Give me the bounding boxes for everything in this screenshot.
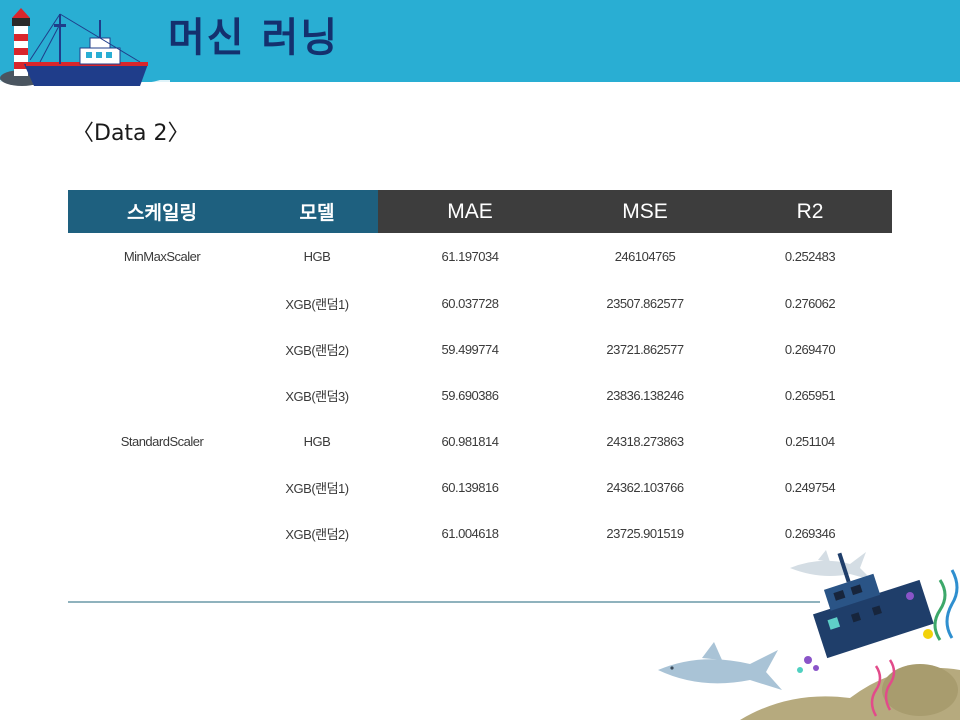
table-row: XGB(랜덤2) 59.499774 23721.862577 0.269470 <box>68 326 892 372</box>
cell-model: XGB(랜덤1) <box>285 296 349 312</box>
cell-r2: 0.269346 <box>784 525 836 541</box>
table-row: XGB(랜덤2) 61.004618 23725.901519 0.269346 <box>68 510 892 556</box>
table-row: XGB(랜덤1) 60.139816 24362.103766 0.249754 <box>68 464 892 510</box>
column-header-mse: MSE <box>562 190 728 233</box>
cell-mse: 246104765 <box>614 249 676 264</box>
cell-scaler <box>68 372 256 418</box>
cell-mse: 24318.273863 <box>606 433 684 449</box>
cell-mse: 23721.862577 <box>606 341 684 357</box>
bottom-divider <box>68 601 820 603</box>
cell-scaler: MinMaxScaler <box>123 249 201 264</box>
cell-mse: 23507.862577 <box>606 295 684 311</box>
page-title: 머신 러닝 <box>168 15 340 61</box>
column-header-mae: MAE <box>378 190 562 233</box>
table-row: XGB(랜덤1) 60.037728 23507.862577 0.276062 <box>68 280 892 326</box>
cell-scaler <box>68 280 256 326</box>
table-header-row: 스케일링 모델 MAE MSE R2 <box>68 190 892 233</box>
cell-mae: 60.037728 <box>441 295 499 311</box>
cell-model: XGB(랜덤2) <box>285 526 349 542</box>
cell-mae: 61.197034 <box>441 249 499 264</box>
cell-r2: 0.251104 <box>785 433 835 449</box>
cell-mae: 60.981814 <box>441 433 499 449</box>
cell-mse: 24362.103766 <box>606 479 684 495</box>
cell-mae: 59.499774 <box>441 341 499 357</box>
header-bar <box>0 0 960 82</box>
cell-model: XGB(랜덤2) <box>285 342 349 358</box>
table-row: StandardScaler HGB 60.981814 24318.27386… <box>68 418 892 464</box>
cell-scaler <box>68 464 256 510</box>
table-row: XGB(랜덤3) 59.690386 23836.138246 0.265951 <box>68 372 892 418</box>
cell-model: XGB(랜덤1) <box>285 480 349 496</box>
cell-scaler <box>68 510 256 556</box>
cell-model: XGB(랜덤3) <box>285 388 349 404</box>
cell-r2: 0.269470 <box>784 341 836 357</box>
cell-model: HGB <box>303 249 331 264</box>
cell-model: HGB <box>303 433 331 449</box>
cell-r2: 0.265951 <box>784 387 836 403</box>
cell-r2: 0.252483 <box>784 249 836 264</box>
section-heading: 〈Data 2〉 <box>72 121 190 146</box>
cell-mse: 23725.901519 <box>606 525 684 541</box>
cell-r2: 0.276062 <box>784 295 836 311</box>
cell-mae: 61.004618 <box>441 525 499 541</box>
cell-mse: 23836.138246 <box>606 387 684 403</box>
cell-mae: 60.139816 <box>441 479 499 495</box>
cell-r2: 0.249754 <box>784 479 836 495</box>
shipwreck-shark-icon <box>658 550 960 720</box>
results-table: 스케일링 모델 MAE MSE R2 MinMaxScaler HGB 61.1… <box>68 190 892 556</box>
column-header-scaling: 스케일링 <box>68 190 256 233</box>
column-header-r2: R2 <box>728 190 892 233</box>
table-row: MinMaxScaler HGB 61.197034 246104765 0.2… <box>68 233 892 280</box>
cell-scaler: StandardScaler <box>120 433 204 449</box>
column-header-model: 모델 <box>256 190 378 233</box>
cell-scaler <box>68 326 256 372</box>
cell-mae: 59.690386 <box>441 387 499 403</box>
lighthouse-boat-icon <box>0 8 170 92</box>
